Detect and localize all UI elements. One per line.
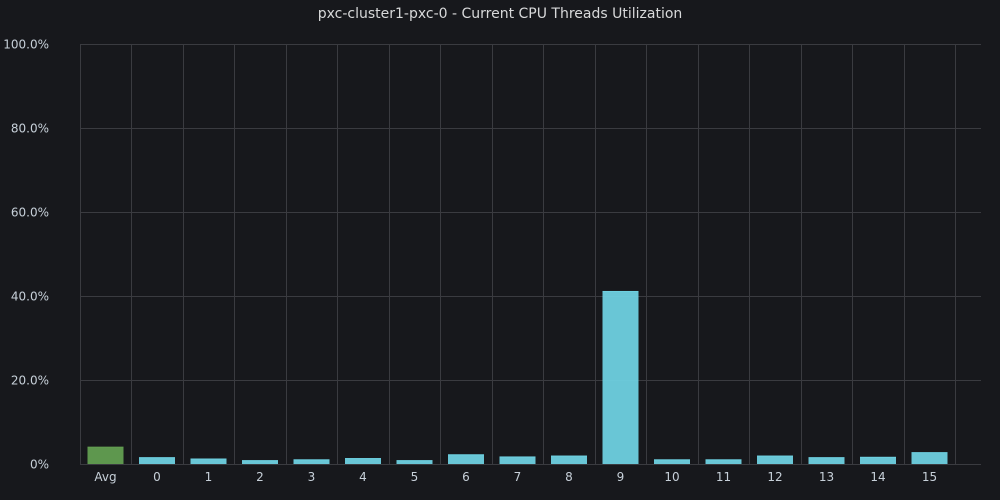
x-tick-label: 12 — [767, 470, 782, 484]
bar-thread-0[interactable] — [139, 457, 175, 464]
bar-thread-15[interactable] — [911, 452, 948, 464]
bar-thread-4[interactable] — [345, 458, 381, 464]
x-tick-label: 8 — [565, 470, 573, 484]
x-tick-label: 11 — [716, 470, 731, 484]
x-tick-label: 10 — [664, 470, 679, 484]
x-tick-label: 4 — [359, 470, 367, 484]
bar-thread-1[interactable] — [190, 458, 227, 464]
bar-thread-2[interactable] — [242, 460, 278, 464]
grid — [80, 44, 981, 465]
y-tick-label: 60.0% — [11, 206, 49, 220]
bar-thread-10[interactable] — [654, 459, 690, 464]
x-tick-label: 6 — [462, 470, 470, 484]
bar-thread-14[interactable] — [860, 456, 896, 464]
x-axis-ticks: Avg 0 1 2 3 4 5 6 7 8 9 10 11 12 13 14 15 — [94, 470, 937, 484]
bar-thread-9[interactable] — [602, 290, 639, 464]
x-tick-label: 9 — [617, 470, 625, 484]
x-tick-label: 15 — [922, 470, 937, 484]
x-tick-label: 5 — [411, 470, 419, 484]
y-tick-label: 80.0% — [11, 122, 49, 136]
bar-thread-12[interactable] — [757, 455, 793, 464]
x-tick-label: 3 — [308, 470, 316, 484]
x-tick-label: Avg — [94, 470, 116, 484]
bars — [87, 290, 948, 464]
bar-thread-3[interactable] — [293, 459, 330, 464]
y-tick-label: 40.0% — [11, 290, 49, 304]
y-tick-label: 0% — [30, 458, 49, 472]
bar-thread-11[interactable] — [705, 459, 742, 464]
panel-title[interactable]: pxc-cluster1-pxc-0 - Current CPU Threads… — [317, 6, 683, 22]
x-tick-label: 0 — [153, 470, 161, 484]
bar-thread-6[interactable] — [448, 454, 484, 464]
bar-thread-13[interactable] — [808, 457, 845, 464]
x-tick-label: 2 — [256, 470, 264, 484]
bar-thread-8[interactable] — [551, 455, 587, 464]
y-tick-label: 100.0% — [3, 38, 49, 52]
bar-avg[interactable] — [87, 446, 124, 464]
x-tick-label: 13 — [819, 470, 834, 484]
y-tick-label: 20.0% — [11, 374, 49, 388]
bar-thread-7[interactable] — [499, 456, 536, 464]
y-axis-ticks: 0% 20.0% 40.0% 60.0% 80.0% 100.0% — [3, 38, 49, 472]
x-tick-label: 1 — [205, 470, 213, 484]
bar-thread-5[interactable] — [396, 460, 433, 464]
x-tick-label: 7 — [514, 470, 522, 484]
x-tick-label: 14 — [870, 470, 885, 484]
